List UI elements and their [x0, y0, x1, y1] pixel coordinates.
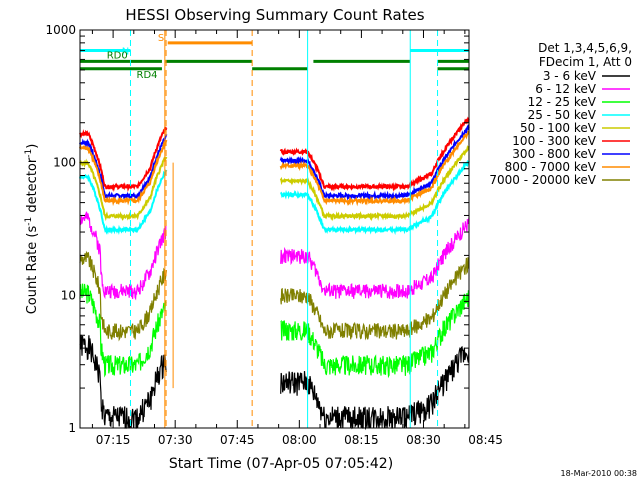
series-line-6	[279, 116, 470, 192]
y-axis-label: Count Rate (s-1 detector-1)	[24, 144, 40, 315]
series-line-7	[279, 124, 470, 202]
legend-entry-label: 25 - 50 keV	[528, 108, 597, 122]
legend-entry-label: 6 - 12 keV	[535, 82, 597, 96]
x-tick-label: 08:00	[282, 433, 317, 447]
series-line-8	[79, 139, 168, 207]
legend: Det 1,3,4,5,6,9, FDecim 1, Att 0 3 - 6 k…	[489, 41, 632, 187]
legend-entry-label: 100 - 300 keV	[512, 134, 596, 148]
legend-entry-label: 300 - 800 keV	[512, 147, 596, 161]
flag-label-rd4: RD4	[137, 70, 158, 81]
x-tick-label: 07:45	[220, 433, 255, 447]
series-line-9	[79, 250, 167, 342]
series-line-6	[79, 126, 168, 193]
legend-entry-label: 50 - 100 keV	[520, 121, 597, 135]
legend-entry-label: 7000 - 20000 keV	[489, 173, 596, 187]
flag-label-n: N	[122, 47, 129, 58]
series-line-5	[79, 156, 168, 222]
series-line-3	[79, 283, 167, 378]
flag-layer: N S RD0 RD4	[80, 33, 469, 81]
legend-entry-label: 12 - 25 keV	[528, 95, 597, 109]
series-line-2	[79, 211, 167, 301]
axis-layer: 1 10 100 1000 07:15 07:30 07:45 08:00 08:15 08:30…	[45, 23, 502, 447]
legend-entry-label: 3 - 6 keV	[543, 69, 597, 83]
legend-header-line-2: FDecim 1, Att 0	[539, 55, 632, 69]
x-tick-label: 07:30	[158, 433, 193, 447]
legend-entry-label: 800 - 7000 keV	[505, 160, 597, 174]
timestamp: 18-Mar-2010 00:38	[561, 469, 638, 478]
x-axis-label: Start Time (07-Apr-05 07:05:42)	[169, 456, 393, 472]
series-line-4	[79, 169, 168, 236]
series-line-8	[279, 130, 470, 207]
y-tick-label: 10	[61, 288, 76, 302]
x-tick-label: 08:30	[406, 433, 441, 447]
plot-frame	[79, 29, 470, 429]
series-line-2	[280, 217, 470, 299]
flag-label-rd0: RD0	[107, 50, 128, 61]
chart-title: HESSI Observing Summary Count Rates	[125, 6, 424, 24]
series-line-1	[79, 334, 167, 429]
legend-header-line-1: Det 1,3,4,5,6,9,	[538, 41, 632, 55]
series-line-7	[79, 133, 168, 202]
flag-label-s: S	[158, 33, 164, 44]
series-layer	[79, 116, 470, 431]
y-tick-label: 1000	[45, 23, 76, 37]
x-tick-label: 08:15	[344, 433, 379, 447]
x-tick-label: 08:45	[468, 433, 503, 447]
y-tick-label: 100	[53, 156, 76, 170]
x-tick-label: 07:15	[96, 433, 131, 447]
y-tick-label: 1	[68, 421, 76, 435]
